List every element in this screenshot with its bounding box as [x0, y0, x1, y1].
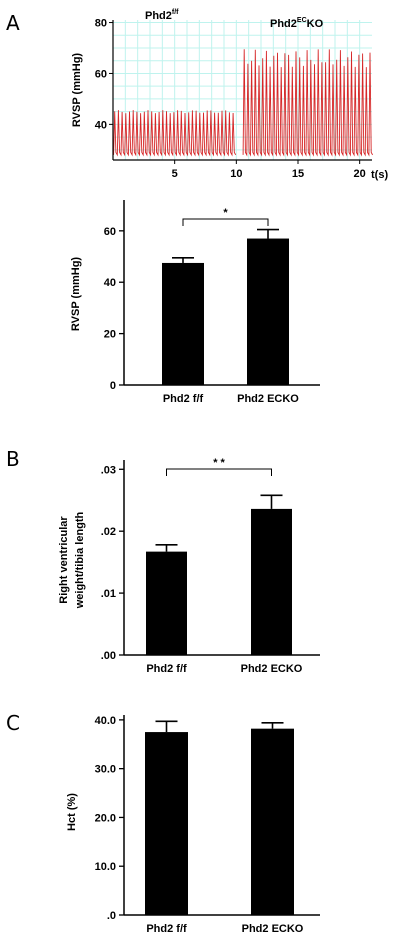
trace-y-label: RVSP (mmHg): [71, 53, 83, 128]
trace-x-unit: t(s): [371, 169, 388, 181]
bar-hct-y-label: Hct (%): [66, 793, 78, 831]
bar-y-tick-label: .03: [101, 464, 116, 476]
significance-marker: *: [223, 207, 228, 219]
trace-annotation-ecko: Phd2ECKO: [270, 17, 324, 30]
bar-chart-hct: Hct (%) .0 10.0 20.0 30.0 40.0 Phd2 f/f Phd2 E…: [66, 715, 320, 935]
bar-category-label: Phd2 ECKO: [241, 663, 303, 675]
bar-phd2-ff: [162, 262, 204, 385]
bar-y-tick-label: .02: [101, 526, 116, 538]
bar-category-label: Phd2 ECKO: [237, 393, 299, 405]
trace-x-tick-label: 10: [230, 168, 242, 180]
trace-annotation-ff: Phd2f/f: [145, 9, 179, 22]
bar-chart-rv-weight: Right ventricular weight/tibia length .00…: [58, 457, 320, 675]
bar-y-tick-label: .01: [101, 588, 116, 600]
bar-category-label: Phd2 f/f: [146, 923, 187, 935]
bar-phd2-ff: [145, 732, 188, 915]
panel-label-b: B: [6, 447, 20, 471]
bar-chart-rvsp: RVSP (mmHg) 0 20 40 60 Phd2 f/f Phd2 ECKO *: [70, 200, 320, 405]
bar-rvsp-y-label: RVSP (mmHg): [70, 257, 82, 332]
trace-ticks: 5 10 15 20 40 60 80: [95, 18, 366, 180]
trace-y-tick-label: 60: [95, 68, 107, 80]
bar-y-tick-label: 10.0: [95, 861, 116, 873]
bar-y-tick-label: .00: [101, 650, 116, 662]
trace-series-ff: [113, 110, 237, 157]
bar-y-tick-label: 20.0: [95, 812, 116, 824]
panel-label-c: C: [6, 711, 20, 735]
bar-y-tick-label: 40.0: [95, 715, 116, 727]
bar-rv-y-label: Right ventricular weight/tibia length: [58, 511, 86, 609]
bar-category-label: Phd2 ECKO: [242, 923, 304, 935]
significance-marker: * *: [213, 457, 225, 469]
trace-y-tick-label: 40: [95, 119, 107, 131]
trace-x-tick-label: 15: [292, 168, 304, 180]
trace-x-tick-label: 5: [172, 168, 178, 180]
bar-phd2-ecko: [247, 238, 289, 385]
bar-y-tick-label: .0: [107, 910, 116, 922]
panel-label-a: A: [6, 11, 20, 35]
bar-y-tick-label: 0: [110, 380, 116, 392]
bar-y-tick-label: 20: [104, 329, 116, 341]
bar-category-label: Phd2 f/f: [163, 393, 204, 405]
bar-category-label: Phd2 f/f: [146, 663, 187, 675]
significance-bracket: [166, 468, 272, 476]
trace-chart: 5 10 15 20 40 60 80 RVSP (mmHg) t(s) Phd2f/f P…: [71, 9, 388, 181]
bar-phd2-ff: [146, 551, 187, 655]
bar-y-tick-label: 60: [104, 226, 116, 238]
trace-x-tick-label: 20: [354, 168, 366, 180]
trace-y-tick-label: 80: [95, 18, 107, 30]
trace-series-ecko: [242, 49, 373, 157]
bar-phd2-ecko: [251, 728, 294, 915]
bar-y-tick-label: 40: [104, 277, 116, 289]
bar-phd2-ecko: [251, 508, 292, 655]
bar-y-tick-label: 30.0: [95, 764, 116, 776]
significance-bracket: [182, 218, 269, 226]
trace-lines: [113, 49, 373, 157]
